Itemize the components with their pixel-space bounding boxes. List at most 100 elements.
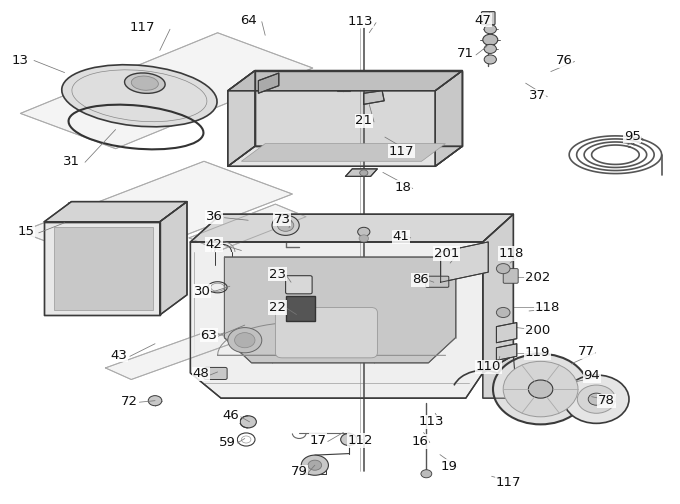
Text: 18: 18 [395, 181, 411, 194]
Circle shape [228, 328, 262, 353]
Polygon shape [255, 71, 462, 146]
Circle shape [503, 361, 578, 417]
FancyBboxPatch shape [426, 276, 449, 287]
Circle shape [577, 385, 615, 413]
Polygon shape [160, 202, 187, 315]
Polygon shape [54, 227, 153, 310]
Text: 118: 118 [534, 301, 560, 314]
Text: 36: 36 [206, 210, 222, 223]
Text: 23: 23 [269, 268, 286, 281]
Circle shape [358, 227, 370, 236]
Circle shape [484, 55, 496, 64]
Ellipse shape [62, 65, 217, 127]
Text: 37: 37 [529, 89, 546, 102]
Text: 63: 63 [201, 329, 217, 342]
Polygon shape [224, 257, 456, 363]
Text: 59: 59 [220, 435, 236, 449]
Circle shape [483, 34, 498, 45]
Text: 48: 48 [192, 367, 209, 381]
Polygon shape [105, 330, 237, 380]
Text: 46: 46 [223, 409, 239, 422]
Polygon shape [483, 214, 513, 373]
Text: 21: 21 [355, 114, 373, 128]
Text: 119: 119 [524, 346, 550, 359]
Circle shape [235, 333, 255, 348]
Text: 113: 113 [419, 415, 445, 428]
Polygon shape [441, 242, 488, 282]
Text: 118: 118 [498, 247, 524, 260]
Text: 73: 73 [273, 213, 291, 226]
Text: 15: 15 [18, 225, 34, 238]
Text: 117: 117 [388, 145, 414, 158]
Circle shape [359, 235, 369, 242]
Circle shape [301, 455, 328, 475]
FancyBboxPatch shape [286, 296, 315, 321]
FancyBboxPatch shape [503, 269, 518, 283]
Text: 13: 13 [12, 54, 29, 67]
Polygon shape [190, 214, 513, 242]
Circle shape [484, 25, 496, 34]
Polygon shape [345, 169, 377, 176]
FancyBboxPatch shape [204, 367, 227, 380]
Polygon shape [189, 204, 306, 250]
Circle shape [493, 354, 588, 424]
FancyBboxPatch shape [481, 12, 495, 25]
Circle shape [588, 393, 605, 405]
Text: 78: 78 [598, 394, 615, 407]
Polygon shape [496, 344, 517, 360]
Text: 110: 110 [475, 360, 501, 373]
Text: 71: 71 [457, 47, 475, 60]
Text: 47: 47 [475, 14, 491, 27]
Text: 17: 17 [310, 434, 326, 447]
Polygon shape [228, 146, 462, 166]
Polygon shape [20, 161, 292, 265]
Circle shape [341, 433, 357, 446]
Text: 202: 202 [524, 271, 550, 284]
Polygon shape [20, 33, 313, 149]
Text: 19: 19 [441, 460, 457, 473]
Polygon shape [483, 355, 517, 398]
Circle shape [240, 416, 256, 428]
Text: 64: 64 [240, 14, 256, 27]
Circle shape [148, 396, 162, 406]
Polygon shape [435, 71, 462, 166]
Circle shape [421, 470, 432, 478]
Text: 94: 94 [583, 369, 600, 382]
Circle shape [496, 307, 510, 318]
Text: 117: 117 [130, 21, 156, 34]
Text: 43: 43 [111, 349, 127, 362]
Text: 200: 200 [524, 324, 550, 337]
Ellipse shape [124, 73, 165, 93]
Polygon shape [241, 144, 445, 161]
Text: 22: 22 [269, 301, 286, 314]
Polygon shape [228, 71, 462, 91]
FancyBboxPatch shape [286, 276, 312, 294]
Text: 201: 201 [434, 247, 460, 260]
Polygon shape [44, 222, 160, 315]
Text: 41: 41 [393, 230, 409, 243]
Text: 95: 95 [624, 130, 641, 143]
Text: 112: 112 [347, 434, 373, 447]
Polygon shape [496, 323, 517, 343]
Text: 117: 117 [496, 476, 522, 489]
Circle shape [360, 170, 368, 176]
Circle shape [564, 375, 629, 423]
Circle shape [277, 219, 294, 231]
Circle shape [272, 215, 299, 235]
Polygon shape [258, 73, 279, 93]
Text: 16: 16 [412, 435, 428, 448]
Text: 42: 42 [206, 238, 222, 251]
Text: 30: 30 [194, 285, 210, 298]
Text: 79: 79 [291, 465, 307, 478]
Text: 72: 72 [121, 395, 137, 408]
Polygon shape [44, 202, 187, 222]
Polygon shape [364, 91, 384, 104]
Text: 77: 77 [577, 345, 594, 358]
Text: 76: 76 [556, 54, 573, 67]
FancyBboxPatch shape [275, 307, 377, 358]
Circle shape [484, 44, 496, 53]
Ellipse shape [131, 76, 158, 90]
Polygon shape [190, 242, 483, 398]
Text: 31: 31 [63, 155, 80, 168]
Circle shape [308, 460, 322, 470]
